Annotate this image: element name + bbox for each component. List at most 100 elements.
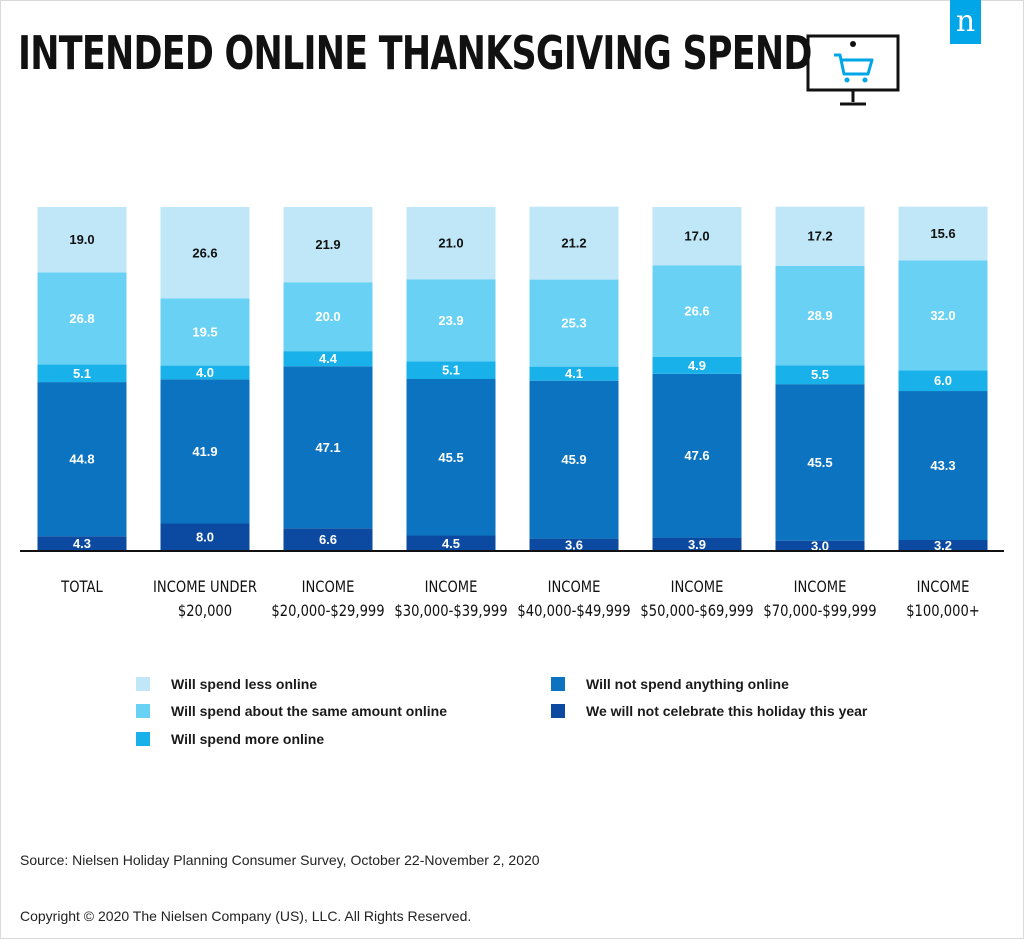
data-label-same-2: 20.0 — [315, 309, 340, 324]
legend-label-no-celebrate: We will not celebrate this holiday this … — [586, 703, 868, 719]
data-label-more-1: 4.0 — [196, 365, 214, 380]
data-label-less-0: 19.0 — [69, 232, 94, 247]
data-label-same-1: 19.5 — [192, 325, 217, 340]
legend-swatch-nothing — [551, 677, 565, 691]
legend-swatch-more — [136, 732, 150, 746]
legend-label-less: Will spend less online — [171, 676, 318, 692]
bar-segment-more-0 — [37, 364, 127, 383]
data-label-same-5: 26.6 — [684, 304, 709, 319]
data-label-more-0: 5.1 — [73, 366, 91, 381]
data-label-no_celebrate-3: 4.5 — [442, 536, 460, 551]
data-label-less-4: 21.2 — [561, 236, 586, 251]
data-label-more-5: 4.9 — [688, 358, 706, 373]
x-tick-line: $70,000-$99,999 — [763, 601, 877, 620]
x-tick-label-5: INCOME $50,000-$69,999 — [631, 575, 762, 623]
bar-segment-no_celebrate-2 — [283, 528, 373, 551]
x-tick-line: INCOME — [670, 577, 724, 596]
bar-segment-no_celebrate-0 — [37, 536, 127, 551]
legend-swatch-same — [136, 704, 150, 718]
x-tick-line: $30,000-$39,999 — [394, 601, 508, 620]
data-label-same-7: 32.0 — [930, 308, 955, 323]
x-tick-label-2: INCOME $20,000-$29,999 — [262, 575, 393, 623]
bar-segment-less-5 — [652, 207, 742, 266]
x-tick-line: INCOME UNDER — [153, 577, 257, 596]
data-label-less-5: 17.0 — [684, 229, 709, 244]
x-tick-line: TOTAL — [61, 577, 103, 596]
data-label-nothing-5: 47.6 — [684, 448, 709, 463]
data-label-same-0: 26.8 — [69, 311, 94, 326]
bar-segment-less-3 — [406, 207, 496, 280]
x-tick-line: INCOME — [547, 577, 601, 596]
copyright-note: Copyright © 2020 The Nielsen Company (US… — [20, 908, 472, 924]
x-tick-line: $20,000-$29,999 — [271, 601, 385, 620]
x-tick-label-4: INCOME $40,000-$49,999 — [508, 575, 639, 623]
bar-segment-less-6 — [775, 206, 865, 266]
data-label-no_celebrate-5: 3.9 — [688, 537, 706, 552]
bar-segment-nothing-5 — [652, 373, 742, 538]
x-tick-line: INCOME — [424, 577, 478, 596]
bar-segment-same-1 — [160, 298, 250, 366]
data-label-nothing-4: 45.9 — [561, 452, 586, 467]
data-label-no_celebrate-7: 3.2 — [934, 538, 952, 553]
bar-segment-same-7 — [898, 260, 988, 371]
data-label-more-7: 6.0 — [934, 373, 952, 388]
stacked-bar-chart: 4.3 44.8 5.1 26.8 19.0 8.0 41.9 4.0 19.5 26.6 6.6 4… — [20, 206, 1004, 553]
data-label-less-1: 26.6 — [192, 245, 217, 260]
bar-segment-nothing-4 — [529, 380, 619, 539]
data-label-nothing-7: 43.3 — [930, 458, 955, 473]
legend-item-same: Will spend about the same amount online — [136, 701, 447, 721]
data-label-more-2: 4.4 — [319, 351, 338, 366]
bar-segment-same-2 — [283, 282, 373, 352]
bar-segment-more-5 — [652, 356, 742, 374]
bar-segment-no_celebrate-1 — [160, 523, 250, 551]
data-label-no_celebrate-1: 8.0 — [196, 530, 214, 545]
bar-segment-no_celebrate-3 — [406, 535, 496, 551]
legend-item-nothing: Will not spend anything online — [551, 674, 789, 694]
bar-segment-more-1 — [160, 365, 250, 380]
legend-label-same: Will spend about the same amount online — [171, 703, 448, 719]
bar-segment-less-1 — [160, 207, 250, 299]
bar-segment-more-2 — [283, 351, 373, 367]
data-label-more-6: 5.5 — [811, 367, 829, 382]
legend-label-more: Will spend more online — [171, 731, 325, 747]
x-tick-line: $20,000 — [177, 601, 233, 620]
data-label-more-3: 5.1 — [442, 363, 460, 378]
bar-segment-nothing-1 — [160, 379, 250, 524]
source-note: Source: Nielsen Holiday Planning Consume… — [20, 852, 540, 868]
bar-segment-no_celebrate-6 — [775, 540, 865, 551]
x-tick-line: $100,000+ — [906, 601, 980, 620]
bar-segment-same-3 — [406, 279, 496, 362]
bar-segment-more-6 — [775, 365, 865, 385]
bar-segment-nothing-7 — [898, 391, 988, 540]
data-label-same-3: 23.9 — [438, 313, 463, 328]
data-label-nothing-2: 47.1 — [315, 440, 340, 455]
bar-segment-more-3 — [406, 361, 496, 379]
legend-item-more: Will spend more online — [136, 729, 324, 749]
bar-segment-nothing-0 — [37, 382, 127, 537]
legend-swatch-less — [136, 677, 150, 691]
data-label-more-4: 4.1 — [565, 366, 583, 381]
bar-segment-same-5 — [652, 265, 742, 357]
bar-segment-nothing-3 — [406, 379, 496, 536]
x-tick-label-6: INCOME $70,000-$99,999 — [754, 575, 885, 623]
data-label-no_celebrate-6: 3.0 — [811, 538, 829, 553]
data-label-less-6: 17.2 — [807, 229, 832, 244]
x-tick-line: $40,000-$49,999 — [517, 601, 631, 620]
x-tick-label-0: TOTAL — [16, 575, 147, 599]
data-label-nothing-3: 45.5 — [438, 450, 463, 465]
bar-segment-more-7 — [898, 370, 988, 392]
bar-segment-no_celebrate-5 — [652, 537, 742, 551]
bar-segment-same-0 — [37, 272, 127, 365]
data-label-nothing-6: 45.5 — [807, 455, 832, 470]
bar-segment-same-6 — [775, 265, 865, 366]
data-label-same-4: 25.3 — [561, 316, 586, 331]
data-label-less-2: 21.9 — [315, 237, 340, 252]
legend-item-less: Will spend less online — [136, 674, 317, 694]
data-label-no_celebrate-2: 6.6 — [319, 532, 337, 547]
bar-segment-no_celebrate-7 — [898, 539, 988, 551]
data-label-less-3: 21.0 — [438, 236, 463, 251]
x-tick-label-7: INCOME $100,000+ — [877, 575, 1008, 623]
legend-item-no-celebrate: We will not celebrate this holiday this … — [551, 701, 867, 721]
data-label-nothing-0: 44.8 — [69, 452, 94, 467]
bar-segment-nothing-6 — [775, 384, 865, 541]
